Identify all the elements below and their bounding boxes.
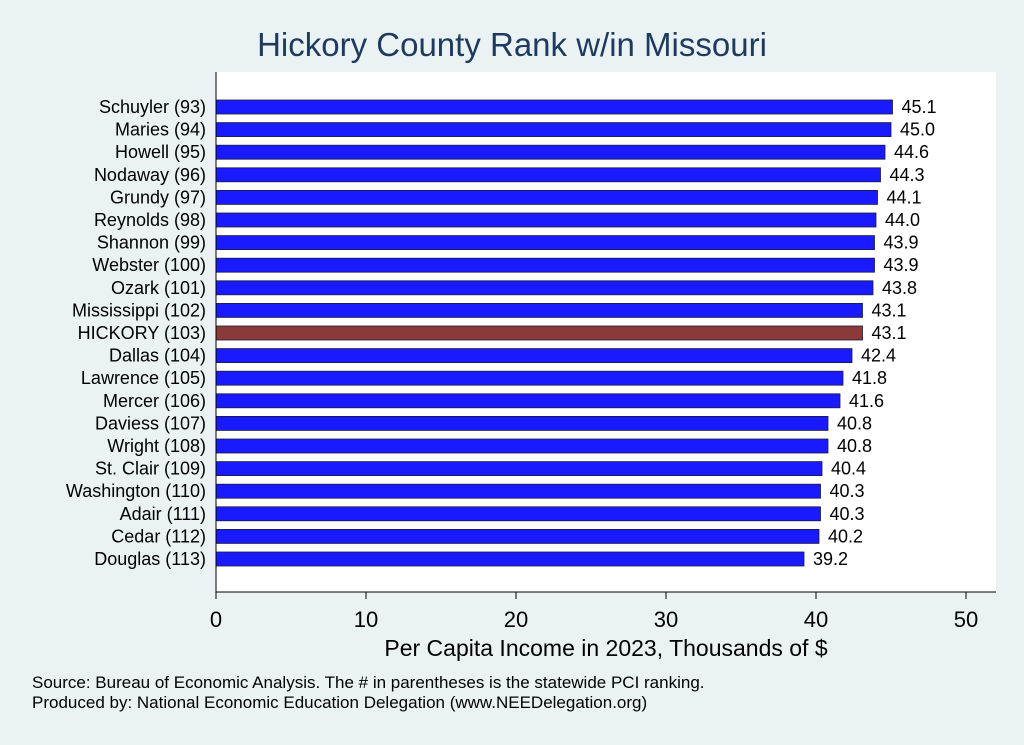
category-label-2: Howell (95) xyxy=(115,142,206,162)
value-label-2: 44.6 xyxy=(894,142,929,162)
producer-note: Produced by: National Economic Education… xyxy=(32,693,648,712)
value-label-0: 45.1 xyxy=(902,97,937,117)
x-tick-label-3: 30 xyxy=(654,607,678,632)
category-label-3: Nodaway (96) xyxy=(94,165,206,185)
bar-20 xyxy=(215,551,805,567)
category-label-20: Douglas (113) xyxy=(94,549,206,569)
category-label-15: Wright (108) xyxy=(107,436,206,456)
category-label-6: Shannon (99) xyxy=(97,233,206,253)
bar-15 xyxy=(215,438,829,454)
category-label-16: St. Clair (109) xyxy=(95,459,206,479)
x-tick-label-5: 50 xyxy=(954,607,978,632)
bar-0 xyxy=(215,99,893,115)
bar-7 xyxy=(215,257,875,273)
value-label-7: 43.9 xyxy=(884,255,919,275)
value-label-13: 41.6 xyxy=(849,391,884,411)
category-label-13: Mercer (106) xyxy=(103,391,206,411)
category-labels-group: Schuyler (93) Maries (94)Howell (95) Nodaw… xyxy=(66,97,206,569)
x-tick-label-1: 10 xyxy=(354,607,378,632)
value-labels-group: 45.145.044.644.344.144.043.943.943.843.1… xyxy=(813,97,937,569)
x-tick-label-0: 0 xyxy=(210,607,222,632)
value-label-3: 44.3 xyxy=(890,165,925,185)
category-label-18: Adair (111) xyxy=(120,504,206,524)
value-label-1: 45.0 xyxy=(900,120,935,140)
value-label-4: 44.1 xyxy=(887,187,922,207)
category-label-19: Cedar (112) xyxy=(111,526,206,546)
bar-14 xyxy=(215,415,829,431)
bar-2 xyxy=(215,144,886,160)
value-label-19: 40.2 xyxy=(828,526,863,546)
x-axis-label: Per Capita Income in 2023, Thousands of … xyxy=(384,635,827,661)
bars-group xyxy=(215,99,893,567)
value-label-8: 43.8 xyxy=(882,278,917,298)
value-label-17: 40.3 xyxy=(830,481,865,501)
bar-3 xyxy=(215,167,881,183)
bar-16 xyxy=(215,461,823,477)
value-label-12: 41.8 xyxy=(852,368,887,388)
bar-9 xyxy=(215,302,863,318)
bar-11 xyxy=(215,348,853,364)
value-label-11: 42.4 xyxy=(861,346,896,366)
category-label-4: Grundy (97) xyxy=(110,187,206,207)
x-tick-label-2: 20 xyxy=(504,607,528,632)
category-label-14: Daviess (107) xyxy=(95,413,206,433)
x-tick-label-4: 40 xyxy=(804,607,828,632)
value-label-18: 40.3 xyxy=(830,504,865,524)
value-label-15: 40.8 xyxy=(837,436,872,456)
bar-4 xyxy=(215,189,878,205)
bar-18 xyxy=(215,506,821,522)
category-label-11: Dallas (104) xyxy=(109,346,206,366)
category-label-9: Mississippi (102) xyxy=(72,300,206,320)
category-label-5: Reynolds (98) xyxy=(94,210,206,230)
value-label-10: 43.1 xyxy=(872,323,907,343)
category-label-0: Schuyler (93) xyxy=(99,97,206,117)
bar-5 xyxy=(215,212,877,228)
category-label-10: HICKORY (103) xyxy=(78,323,206,343)
bar-8 xyxy=(215,280,874,296)
bar-6 xyxy=(215,235,875,251)
value-label-20: 39.2 xyxy=(813,549,848,569)
x-ticks-group: 0 10 20 30 40 50 xyxy=(210,592,978,632)
source-note: Source: Bureau of Economic Analysis. The… xyxy=(32,673,705,692)
value-label-6: 43.9 xyxy=(884,233,919,253)
bar-1 xyxy=(215,122,892,137)
category-label-17: Washington (110) xyxy=(66,481,206,501)
value-label-16: 40.4 xyxy=(831,459,866,479)
chart-title: Hickory County Rank w/in Missouri xyxy=(257,26,767,63)
bar-19 xyxy=(215,529,820,544)
value-label-5: 44.0 xyxy=(885,210,920,230)
bar-12 xyxy=(215,370,844,386)
bar-10 xyxy=(215,325,863,341)
bar-13 xyxy=(215,393,841,409)
category-label-7: Webster (100) xyxy=(92,255,206,275)
bar-17 xyxy=(215,483,821,499)
value-label-9: 43.1 xyxy=(872,300,907,320)
category-label-8: Ozark (101) xyxy=(111,278,206,298)
category-label-12: Lawrence (105) xyxy=(81,368,206,388)
category-label-1: Maries (94) xyxy=(115,120,206,140)
value-label-14: 40.8 xyxy=(837,413,872,433)
